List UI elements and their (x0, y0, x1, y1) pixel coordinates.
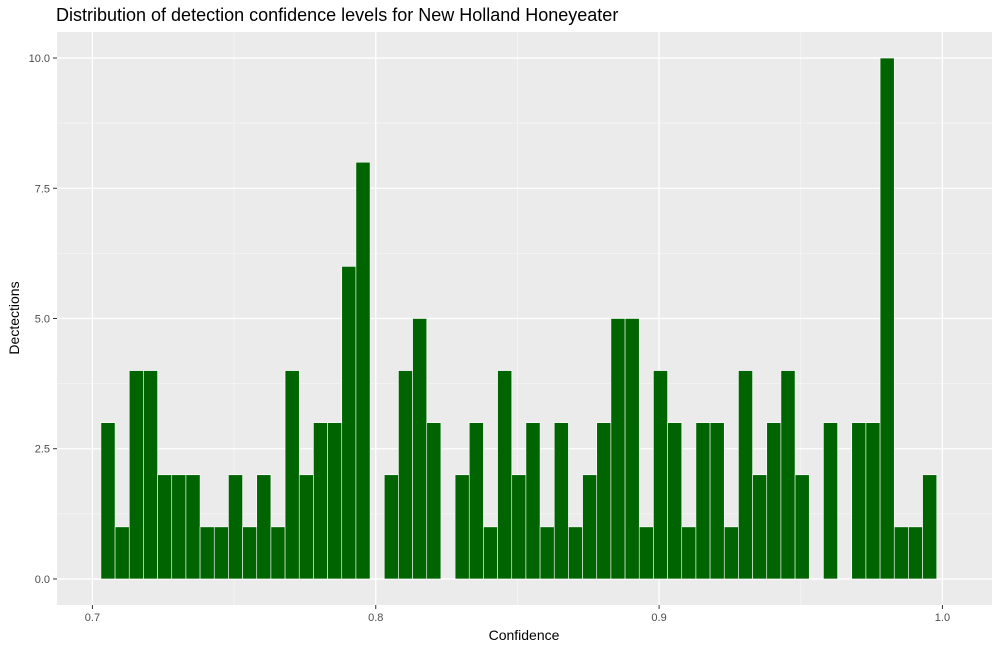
histogram-bar (695, 422, 711, 580)
histogram-bar (794, 474, 810, 580)
x-axis-title: Confidence (489, 627, 560, 643)
y-tick-label: 2.5 (35, 444, 50, 456)
x-tick-label: 1.0 (935, 612, 950, 624)
histogram-bar (171, 474, 187, 580)
histogram-bar (327, 422, 343, 580)
histogram-bar (681, 526, 697, 580)
histogram-bar (355, 161, 371, 580)
histogram-bar (780, 370, 796, 580)
histogram-bar (511, 474, 527, 580)
histogram-bar (738, 370, 753, 580)
histogram-bar (270, 526, 286, 580)
histogram-bar (624, 318, 640, 580)
histogram-bar (256, 474, 272, 580)
histogram-bar (298, 474, 314, 580)
histogram-bar (851, 422, 867, 580)
histogram-bar (199, 526, 215, 580)
histogram-bar (284, 370, 300, 580)
histogram-bar (483, 526, 498, 580)
histogram-bar (398, 370, 413, 580)
histogram-bar (568, 526, 583, 580)
y-tick-label: 10.0 (29, 53, 50, 65)
x-tick-label: 0.8 (368, 612, 383, 624)
histogram-bar (752, 474, 768, 580)
y-tick-label: 0.0 (35, 574, 50, 586)
x-tick-label: 0.9 (651, 612, 666, 624)
histogram-bar (922, 474, 938, 580)
histogram-bar (157, 474, 173, 580)
histogram-bar (908, 526, 923, 580)
histogram-bar (610, 318, 626, 580)
y-axis-title: Dectections (6, 281, 22, 354)
histogram-bar (667, 422, 683, 580)
bars (100, 57, 938, 580)
histogram-bar (383, 474, 399, 580)
histogram-bar (313, 422, 328, 580)
histogram-bar (539, 526, 555, 580)
histogram-bar (653, 370, 668, 580)
histogram-bar (596, 422, 612, 580)
histogram-bar (454, 474, 470, 580)
histogram-bar (638, 526, 654, 580)
x-axis: 0.7 0.8 0.9 1.0 (85, 605, 950, 624)
histogram-bar (228, 474, 243, 580)
histogram-bar (412, 318, 428, 580)
histogram-bar (582, 474, 598, 580)
histogram-bar (341, 266, 357, 580)
histogram-bar (553, 422, 569, 580)
histogram-bar (497, 370, 513, 580)
chart-title: Distribution of detection confidence lev… (56, 5, 618, 25)
y-axis: 0.0 2.5 5.0 7.5 10.0 (29, 53, 57, 586)
histogram-bar (185, 474, 201, 580)
histogram-bar (213, 526, 229, 580)
y-tick-label: 7.5 (35, 183, 50, 195)
histogram-bar (128, 370, 144, 580)
histogram-bar (865, 422, 881, 580)
x-tick-label: 0.7 (85, 612, 100, 624)
histogram-bar (426, 422, 442, 580)
histogram-bar (823, 422, 838, 580)
histogram-bar (709, 422, 725, 580)
histogram-bar (114, 526, 130, 580)
histogram-bar (525, 422, 541, 580)
histogram-bar (766, 422, 782, 580)
histogram-bar (723, 526, 739, 580)
histogram-bar (242, 526, 258, 580)
histogram-bar (468, 422, 484, 580)
histogram-bar (143, 370, 158, 580)
y-tick-label: 5.0 (35, 314, 50, 326)
histogram-bar (879, 57, 895, 580)
histogram-bar (100, 422, 116, 580)
histogram-bar (893, 526, 909, 580)
